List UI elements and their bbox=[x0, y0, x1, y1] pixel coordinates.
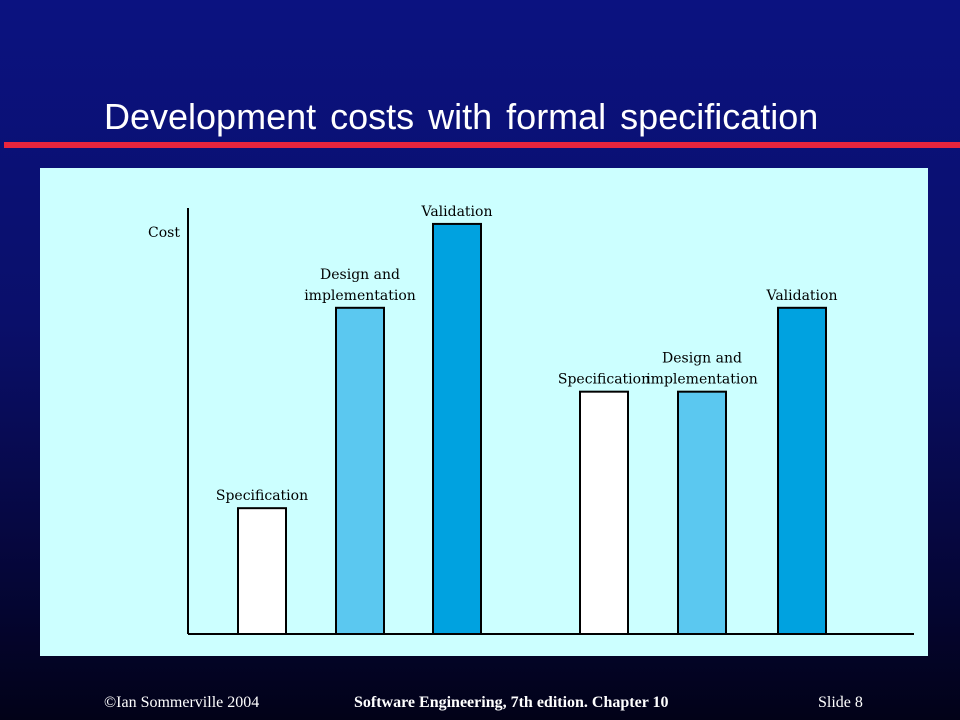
bar-group2-validation bbox=[777, 306, 827, 636]
bar-label: Validation bbox=[766, 288, 838, 304]
bar-label: implementation bbox=[646, 372, 758, 388]
bar-label: Design and bbox=[662, 351, 742, 367]
footer-slide-number: Slide 8 bbox=[818, 694, 863, 711]
chart-panel: Cost Specification Design and implementati… bbox=[40, 168, 928, 656]
footer-copyright: ©Ian Sommerville 2004 bbox=[104, 694, 260, 711]
bar-group1-validation bbox=[432, 222, 482, 635]
cost-bar-chart: Cost Specification Design and implementati… bbox=[148, 204, 914, 636]
bar-label: Specification bbox=[558, 372, 650, 388]
title-divider bbox=[4, 142, 960, 148]
slide-title: Development costs with formal specificat… bbox=[104, 96, 819, 137]
bar-group1-specification bbox=[237, 507, 287, 635]
bar-label: implementation bbox=[304, 288, 416, 304]
bar-group1-design-and-implementation bbox=[335, 306, 385, 636]
y-axis-label: Cost bbox=[148, 225, 180, 241]
bar-label: Design and bbox=[320, 267, 400, 283]
bar-group2-specification bbox=[579, 390, 629, 635]
footer-book-title: Software Engineering, 7th edition. Chapt… bbox=[354, 694, 669, 711]
bar-group2-design-and-implementation bbox=[677, 390, 727, 635]
bar-label: Specification bbox=[216, 488, 308, 504]
bar-label: Validation bbox=[421, 204, 493, 220]
